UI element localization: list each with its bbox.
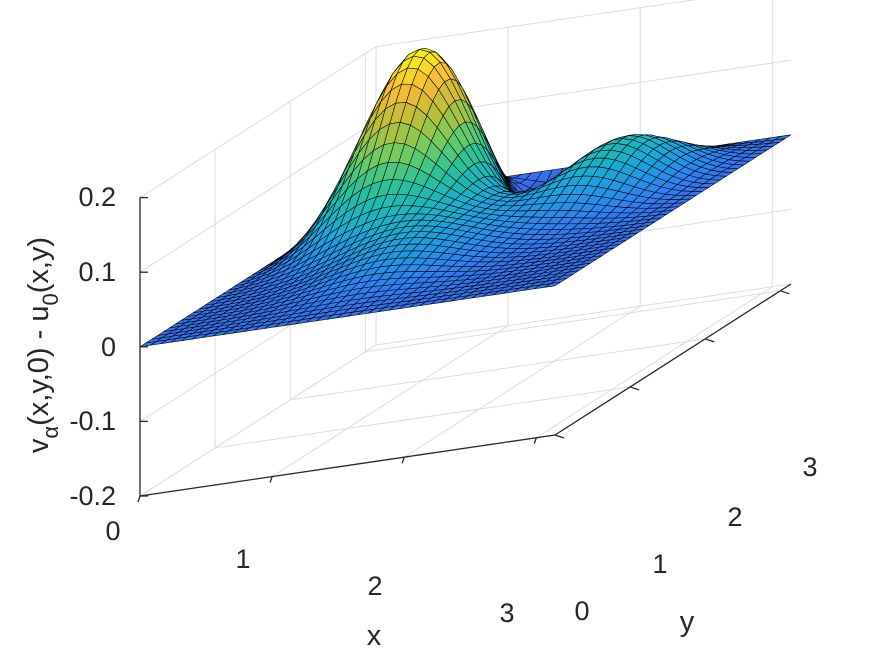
floor-grid-line: [290, 338, 706, 401]
wall-grid-line: [139, 344, 377, 497]
floor-grid-line: [403, 305, 641, 458]
z-label-part: (x,y,0) - u: [23, 306, 55, 426]
y-tick-label: 0: [574, 596, 589, 626]
z-label-subscript: 0: [38, 293, 63, 305]
x-tick-label: 3: [499, 598, 514, 628]
z-label-subscript: α: [38, 426, 63, 439]
floor-grid-line: [271, 325, 509, 478]
y-axis-label: y: [680, 606, 695, 638]
x-tick-label: 1: [235, 544, 250, 574]
y-tick-mark: [705, 338, 715, 343]
x-tick-label: 0: [105, 516, 120, 546]
z-tick-label: 0.1: [78, 257, 116, 287]
x-axis-line: [139, 434, 556, 497]
wall-grid-line: [375, 0, 697, 48]
axes-lines: [137, 196, 792, 503]
y-tick-mark: [554, 434, 565, 439]
floor-grid-line: [536, 286, 773, 439]
y-tick-mark: [780, 290, 790, 295]
z-tick-label: -0.1: [69, 406, 116, 436]
surface-mesh: [139, 48, 792, 348]
z-tick-label: -0.2: [69, 481, 116, 511]
x-tick-mark: [401, 456, 405, 464]
wall-grid-line: [139, 46, 377, 199]
y-tick-mark: [629, 386, 640, 391]
z-label-part: (x,y): [23, 237, 55, 293]
y-tick-label: 1: [652, 549, 667, 579]
z-tick-label: 0: [101, 332, 116, 362]
x-axis-label: x: [367, 620, 382, 652]
y-axis-line: [554, 283, 792, 436]
floor-grid-line: [365, 290, 781, 353]
y-tick-label: 3: [802, 452, 817, 482]
x-tick-mark: [269, 476, 273, 483]
wall-grid-line: [375, 283, 792, 346]
x-tick-label: 2: [367, 571, 382, 601]
floor-grid-line: [215, 386, 631, 449]
svg-text:vα(x,y,0) - u0(x,y): vα(x,y,0) - u0(x,y): [23, 237, 63, 453]
wall-grid-line: [139, 120, 377, 273]
x-tick-mark: [533, 437, 537, 444]
surface-cell: [544, 281, 562, 288]
x-tick-mark: [137, 495, 141, 503]
z-label-part: v: [23, 438, 55, 453]
z-axis-label: vα(x,y,0) - u0(x,y): [23, 237, 63, 453]
y-tick-label: 2: [727, 502, 742, 532]
z-tick-label: 0.2: [78, 182, 116, 212]
